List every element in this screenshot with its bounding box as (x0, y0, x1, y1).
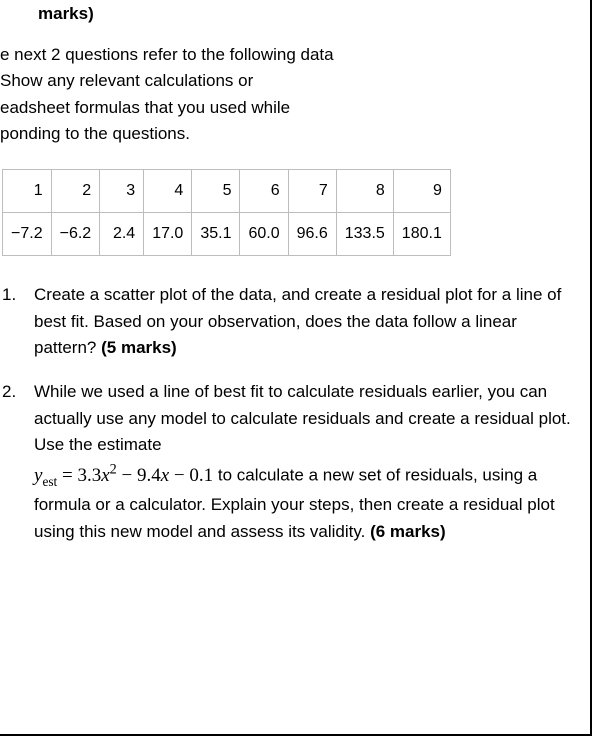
intro-text: e next 2 questions refer to the followin… (0, 42, 572, 147)
question-list: Create a scatter plot of the data, and c… (0, 282, 572, 544)
table-cell: 60.0 (240, 213, 288, 256)
table-row: 1 2 3 4 5 6 7 8 9 (3, 170, 451, 213)
marks-label: (5 marks) (101, 338, 177, 357)
table-cell: −7.2 (3, 213, 52, 256)
table-cell: 6 (240, 170, 288, 213)
table-cell: 7 (288, 170, 336, 213)
table-row: −7.2 −6.2 2.4 17.0 35.1 60.0 96.6 133.5 … (3, 213, 451, 256)
intro-line: ponding to the questions. (0, 124, 190, 143)
table-cell: 5 (192, 170, 240, 213)
table-cell: 3 (100, 170, 144, 213)
formula-eq: = (57, 465, 77, 486)
table-cell: 4 (144, 170, 192, 213)
table-cell: −6.2 (51, 213, 100, 256)
table-cell: 17.0 (144, 213, 192, 256)
formula-b: 9.4 (137, 465, 161, 486)
question-item: Create a scatter plot of the data, and c… (2, 282, 572, 361)
table-cell: 96.6 (288, 213, 336, 256)
formula-minus: − (169, 465, 189, 486)
formula-x: x (161, 465, 169, 486)
table-cell: 8 (336, 170, 393, 213)
table-cell: 180.1 (393, 213, 450, 256)
formula-c: 0.1 (189, 465, 213, 486)
formula-sub: est (42, 474, 57, 489)
table-cell: 2.4 (100, 213, 144, 256)
intro-line: e next 2 questions refer to the followin… (0, 45, 334, 64)
formula-pow: 2 (110, 461, 117, 477)
data-table: 1 2 3 4 5 6 7 8 9 −7.2 −6.2 2.4 17.0 35.… (2, 169, 451, 256)
question-text-pre: While we used a line of best fit to calc… (34, 382, 571, 454)
question-item: While we used a line of best fit to calc… (2, 379, 572, 544)
intro-line: eadsheet formulas that you used while (0, 98, 290, 117)
table-cell: 35.1 (192, 213, 240, 256)
formula-minus: − (117, 465, 137, 486)
table-cell: 133.5 (336, 213, 393, 256)
formula-a: 3.3 (77, 465, 101, 486)
formula-x: x (101, 465, 109, 486)
table-cell: 2 (51, 170, 100, 213)
intro-line: Show any relevant calculations or (0, 71, 253, 90)
formula: yest = 3.3x2 − 9.4x − 0.1 (34, 465, 213, 486)
marks-label: (6 marks) (370, 522, 446, 541)
header-fragment: marks) (0, 4, 572, 42)
page-container: marks) e next 2 questions refer to the f… (0, 0, 592, 736)
table-cell: 1 (3, 170, 52, 213)
table-cell: 9 (393, 170, 450, 213)
